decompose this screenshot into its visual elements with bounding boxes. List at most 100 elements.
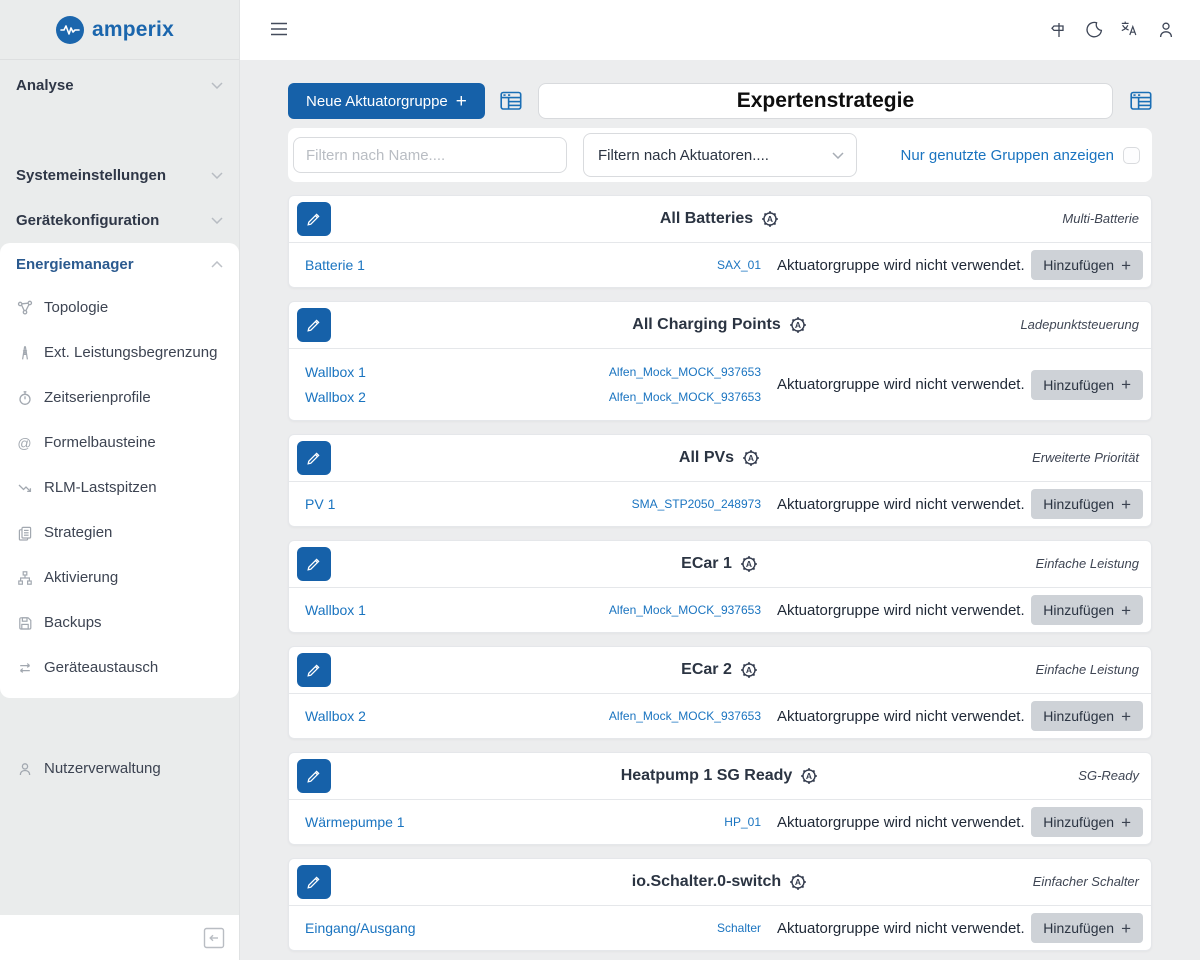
group-status-text: Aktuatorgruppe wird nicht verwendet.	[777, 256, 1025, 274]
group-status-text: Aktuatorgruppe wird nicht verwendet.	[777, 707, 1025, 725]
sidebar-item-ext-leistungsbegrenzung[interactable]: Ext. Leistungsbegrenzung	[0, 330, 239, 375]
sidebar-item-backups[interactable]: Backups	[0, 600, 239, 645]
new-actuator-group-button[interactable]: Neue Aktuatorgruppe +	[288, 83, 485, 119]
actuator-group-card: Heatpump 1 SG Ready SG-Ready Wärmepumpe …	[288, 752, 1152, 845]
sidebar-item-topologie[interactable]: Topologie	[0, 285, 239, 330]
add-to-group-button[interactable]: Hinzufügen +	[1031, 250, 1143, 280]
group-type-label: Einfache Leistung	[1035, 662, 1139, 677]
group-settings-icon[interactable]	[799, 766, 819, 786]
add-to-group-button[interactable]: Hinzufügen +	[1031, 595, 1143, 625]
device-id-link[interactable]: HP_01	[724, 815, 761, 829]
actuator-group-card: All PVs Erweiterte Priorität PV 1 SMA_ST…	[288, 434, 1152, 527]
group-status-text: Aktuatorgruppe wird nicht verwendet.	[777, 495, 1025, 513]
sidebar-item-zeitserienprofile[interactable]: Zeitserienprofile	[0, 375, 239, 420]
group-settings-icon[interactable]	[760, 209, 780, 229]
toolbar-row: Neue Aktuatorgruppe + Expertenstrategie	[288, 83, 1152, 119]
sidebar-item-geraeteaustausch[interactable]: Geräteaustausch	[0, 645, 239, 690]
sidebar-nav: Analyse Systemeinstellungen Gerätekonfig…	[0, 60, 239, 915]
collapse-sidebar-button[interactable]	[203, 927, 225, 949]
group-title: All Batteries	[659, 210, 754, 227]
edit-group-button[interactable]	[297, 653, 331, 687]
actuator-link[interactable]: Wallbox 1	[305, 602, 366, 618]
filter-actuators-select[interactable]: Filtern nach Aktuatoren....	[583, 133, 857, 177]
actuator-link[interactable]: Wallbox 1	[305, 364, 366, 380]
add-to-group-button[interactable]: Hinzufügen +	[1031, 807, 1143, 837]
edit-group-button[interactable]	[297, 202, 331, 236]
table-view-icon[interactable]	[500, 90, 522, 112]
sidebar-item-nutzerverwaltung[interactable]: Nutzerverwaltung	[0, 746, 239, 791]
group-type-label: Einfache Leistung	[1035, 556, 1139, 571]
topbar	[240, 0, 1200, 60]
group-settings-icon[interactable]	[741, 448, 761, 468]
device-id-link[interactable]: Alfen_Mock_MOCK_937653	[608, 709, 761, 723]
chevron-up-icon	[211, 260, 223, 268]
group-settings-icon[interactable]	[739, 660, 759, 680]
actuator-link[interactable]: Wallbox 2	[305, 708, 366, 724]
table-view-icon[interactable]	[1130, 90, 1152, 112]
edit-group-button[interactable]	[297, 308, 331, 342]
sidebar-item-aktivierung[interactable]: Aktivierung	[0, 555, 239, 600]
device-id-link[interactable]: SMA_STP2050_248973	[631, 497, 761, 511]
actuator-link[interactable]: Wärmepumpe 1	[305, 814, 405, 830]
actuator-link[interactable]: Batterie 1	[305, 257, 365, 273]
device-id-link[interactable]: Alfen_Mock_MOCK_937653	[608, 390, 761, 404]
hierarchy-icon	[16, 569, 33, 586]
sidebar: amperix Analyse Systemeinstellungen Gerä…	[0, 0, 240, 960]
brand-name: amperix	[92, 17, 174, 41]
group-settings-icon[interactable]	[739, 554, 759, 574]
translate-icon[interactable]	[1118, 18, 1142, 42]
timer-icon	[16, 389, 33, 406]
edit-group-button[interactable]	[297, 865, 331, 899]
sidebar-item-formelbausteine[interactable]: @ Formelbausteine	[17, 434, 156, 451]
edit-group-button[interactable]	[297, 759, 331, 793]
edit-group-button[interactable]	[297, 441, 331, 475]
sidebar-footer	[0, 915, 239, 960]
user-icon	[16, 760, 33, 777]
device-id-link[interactable]: SAX_01	[716, 258, 761, 272]
group-title: Heatpump 1 SG Ready	[620, 767, 793, 784]
group-settings-icon[interactable]	[788, 872, 808, 892]
strategy-title-box[interactable]: Expertenstrategie	[537, 83, 1113, 119]
actuator-group-card: io.Schalter.0-switch Einfacher Schalter …	[288, 858, 1152, 951]
actuator-link[interactable]: Eingang/Ausgang	[305, 920, 416, 936]
add-to-group-button[interactable]: Hinzufügen +	[1031, 489, 1143, 519]
device-id-link[interactable]: Alfen_Mock_MOCK_937653	[608, 365, 761, 379]
group-type-label: Einfacher Schalter	[1032, 874, 1139, 889]
device-id-link[interactable]: Alfen_Mock_MOCK_937653	[608, 603, 761, 617]
add-to-group-button[interactable]: Hinzufügen +	[1031, 701, 1143, 731]
trend-arrow-icon	[16, 479, 33, 496]
at-sign-icon: @	[17, 434, 32, 451]
group-title: ECar 1	[681, 555, 732, 572]
topbar-icons	[1046, 18, 1178, 42]
sidebar-item-strategien[interactable]: Strategien	[0, 510, 239, 555]
floppy-disk-icon	[16, 614, 33, 631]
sidebar-section-systemeinstellungen[interactable]: Systemeinstellungen	[0, 158, 239, 192]
content-area: Neue Aktuatorgruppe + Expertenstrategie …	[240, 60, 1200, 960]
sidebar-section-geraetekonfiguration[interactable]: Gerätekonfiguration	[0, 203, 239, 237]
sidebar-section-analyse[interactable]: Analyse	[0, 68, 239, 102]
chevron-down-icon	[211, 171, 223, 179]
hamburger-menu-icon[interactable]	[268, 20, 290, 41]
sidebar-item-rlm-lastspitzen[interactable]: RLM-Lastspitzen	[0, 465, 239, 510]
filter-name-input[interactable]	[293, 137, 567, 173]
sidebar-section-energiemanager[interactable]: Energiemanager	[0, 243, 239, 285]
group-status-text: Aktuatorgruppe wird nicht verwendet.	[777, 813, 1025, 831]
energiemanager-panel: Energiemanager Topologie	[0, 243, 239, 698]
user-profile-icon[interactable]	[1154, 18, 1178, 42]
dark-mode-moon-icon[interactable]	[1082, 18, 1106, 42]
signpost-icon[interactable]	[1046, 18, 1070, 42]
actuator-link[interactable]: Wallbox 2	[305, 389, 366, 405]
actuator-link[interactable]: PV 1	[305, 496, 336, 512]
edit-group-button[interactable]	[297, 547, 331, 581]
group-settings-icon[interactable]	[788, 315, 808, 335]
group-title: ECar 2	[681, 661, 732, 678]
device-id-link[interactable]: Schalter	[716, 921, 761, 935]
power-tower-icon	[16, 344, 33, 361]
only-used-groups-link[interactable]: Nur genutzte Gruppen anzeigen	[900, 146, 1114, 164]
group-status-text: Aktuatorgruppe wird nicht verwendet.	[777, 376, 1025, 393]
add-to-group-button[interactable]: Hinzufügen +	[1031, 369, 1143, 400]
brand-logo[interactable]: amperix	[0, 0, 239, 60]
add-to-group-button[interactable]: Hinzufügen +	[1031, 913, 1143, 943]
only-used-groups-checkbox[interactable]	[1123, 146, 1140, 164]
group-status-text: Aktuatorgruppe wird nicht verwendet.	[777, 601, 1025, 619]
